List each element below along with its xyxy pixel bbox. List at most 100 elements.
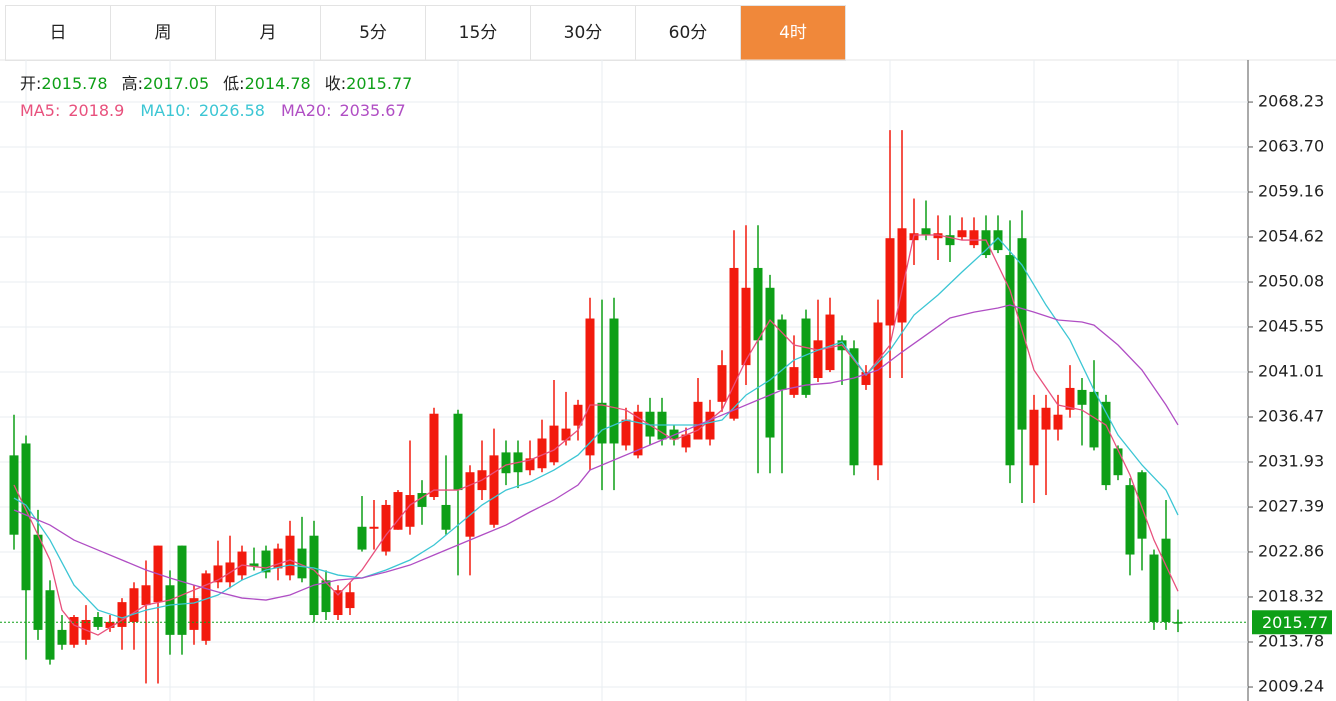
candle-body — [189, 598, 199, 630]
candle-body — [177, 545, 187, 635]
period-tab[interactable]: 15分 — [426, 6, 531, 60]
candle-body — [1077, 389, 1087, 405]
candle-body — [1029, 409, 1039, 466]
candle-body — [57, 629, 67, 645]
candle-body — [261, 550, 271, 573]
candle-body — [633, 411, 643, 456]
candle-body — [957, 230, 967, 238]
candle-body — [1101, 401, 1111, 486]
candle-body — [825, 314, 835, 371]
ma-name: MA20 — [281, 101, 326, 120]
candle-body — [813, 340, 823, 379]
period-tab[interactable]: 月 — [216, 6, 321, 60]
candle-body — [1089, 391, 1099, 448]
y-tick-label: 2031.93 — [1258, 452, 1324, 471]
y-tick-label: 2036.47 — [1258, 406, 1324, 425]
candle-body — [1065, 387, 1075, 410]
candle-body — [945, 235, 955, 246]
candle-body — [369, 526, 379, 529]
candle-body — [849, 348, 859, 466]
candle-body — [417, 493, 427, 507]
candle-body — [309, 535, 319, 616]
candle-body — [501, 452, 511, 474]
y-tick-label: 2013.78 — [1258, 631, 1324, 650]
period-tab[interactable]: 4时 — [741, 6, 845, 60]
y-tick-label: 2027.39 — [1258, 497, 1324, 516]
info-label: 高: — [122, 74, 143, 93]
period-tab[interactable]: 5分 — [321, 6, 426, 60]
y-tick-label: 2068.23 — [1258, 92, 1324, 111]
candle-body — [885, 238, 895, 326]
info-label: 收: — [325, 74, 346, 93]
candle-body — [561, 428, 571, 441]
candle-body — [585, 318, 595, 456]
candle-body — [1041, 407, 1051, 430]
info-label: 低: — [223, 74, 244, 93]
candle-body — [321, 580, 331, 613]
info-value: 2015.77 — [346, 74, 412, 93]
candle-body — [1161, 538, 1171, 622]
ma-line — [13, 304, 1179, 601]
candle-body — [921, 228, 931, 236]
y-tick-label: 2041.01 — [1258, 361, 1324, 380]
price-tag-label: 2015.77 — [1262, 613, 1328, 632]
candle-body — [729, 267, 739, 419]
period-tab[interactable]: 60分 — [636, 6, 741, 60]
separator: : — [55, 101, 60, 120]
candle-body — [1137, 472, 1147, 539]
candle-body — [1005, 255, 1015, 466]
period-tab[interactable]: 日 — [6, 6, 111, 60]
candle-body — [621, 419, 631, 446]
candle-body — [609, 318, 619, 444]
candle-body — [33, 534, 43, 630]
y-tick-label: 2050.08 — [1258, 272, 1324, 291]
ma-line — [13, 234, 1179, 636]
candle-body — [453, 413, 463, 491]
candle-body — [549, 425, 559, 463]
ohlc-info: 开:2015.78 高:2017.05 低:2014.78 收:2015.77 — [20, 74, 412, 93]
candle-body — [525, 458, 535, 471]
y-tick-label: 2022.86 — [1258, 541, 1324, 560]
candle-body — [693, 401, 703, 440]
candle-body — [1125, 485, 1135, 555]
candle-body — [249, 563, 259, 567]
ma-value: 2018.9 — [68, 101, 124, 120]
candle-body — [9, 455, 19, 535]
ma-line — [13, 237, 1179, 619]
candle-body — [201, 573, 211, 641]
separator: : — [326, 101, 331, 120]
candle-body — [969, 230, 979, 246]
candle-body — [285, 535, 295, 576]
candle-body — [993, 230, 1003, 251]
period-tab[interactable]: 周 — [111, 6, 216, 60]
candle-body — [897, 228, 907, 323]
candle-body — [213, 565, 223, 583]
candle-body — [69, 617, 79, 645]
ma-name: MA5 — [20, 101, 55, 120]
y-tick-label: 2009.24 — [1258, 677, 1324, 696]
ma-value: 2026.58 — [199, 101, 265, 120]
y-tick-label: 2063.70 — [1258, 136, 1324, 155]
info-value: 2014.78 — [245, 74, 311, 93]
candle-body — [141, 585, 151, 606]
candle-body — [165, 585, 175, 635]
candle-body — [117, 602, 127, 627]
candle-body — [465, 472, 475, 537]
y-tick-label: 2059.16 — [1258, 181, 1324, 200]
candle-body — [645, 411, 655, 437]
candle-body — [801, 318, 811, 395]
candle-body — [933, 233, 943, 239]
candle-body — [429, 413, 439, 498]
price-tag — [1252, 610, 1332, 635]
candle-body — [789, 367, 799, 395]
candle-body — [21, 443, 31, 591]
period-tab[interactable]: 30分 — [531, 6, 636, 60]
separator: : — [185, 101, 190, 120]
candle-body — [129, 588, 139, 622]
candle-body — [681, 434, 691, 448]
candle-body — [273, 548, 283, 569]
candle-body — [765, 287, 775, 438]
